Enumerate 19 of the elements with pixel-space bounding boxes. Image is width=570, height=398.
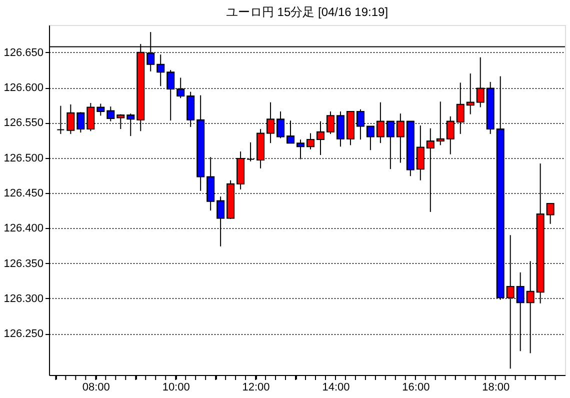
x-tick-label: 10:00: [162, 382, 190, 394]
y-tick-label: 126.600: [4, 82, 44, 94]
x-tick-label: 14:00: [322, 382, 350, 394]
candlestick: [306, 132, 314, 150]
x-tick-label: 16:00: [402, 382, 430, 394]
y-tick-label: 126.550: [4, 117, 44, 130]
candlestick: [546, 203, 554, 224]
x-tick-label: 12:00: [242, 382, 270, 394]
x-tick-label: 08:00: [82, 382, 110, 394]
y-tick-label: 126.450: [4, 187, 44, 200]
y-tick-label: 126.500: [4, 152, 44, 164]
candlestick: [96, 103, 105, 116]
y-tick-label: 126.400: [4, 222, 44, 235]
chart-title: ユーロ円 15分足 [04/16 19:19]: [226, 5, 388, 19]
y-tick-label: 126.250: [4, 328, 44, 340]
y-tick-label: 126.350: [4, 258, 44, 270]
x-tick-label: 18:00: [482, 382, 510, 394]
y-tick-label: 126.650: [4, 46, 44, 59]
y-tick-label: 126.300: [4, 292, 44, 305]
